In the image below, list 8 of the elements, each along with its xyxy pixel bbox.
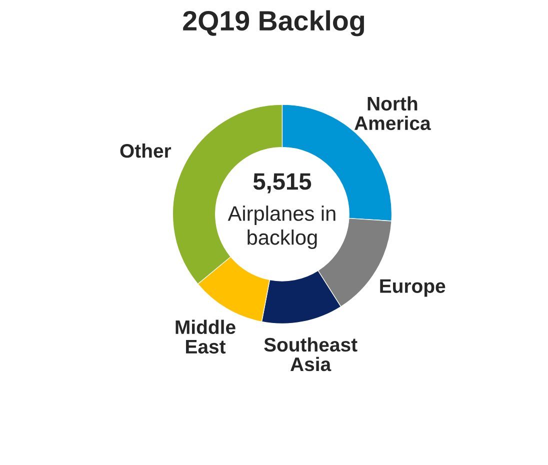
slice-label: Europe bbox=[380, 279, 446, 297]
text: Airplanes in backlog bbox=[228, 206, 336, 249]
slice-label: Other bbox=[120, 143, 172, 158]
chart-title: 2Q19 Backlog bbox=[183, 10, 364, 36]
slice-label: North America bbox=[354, 96, 431, 130]
slice-label: Middle East bbox=[176, 320, 236, 354]
text: 5,515 bbox=[253, 173, 312, 194]
slice-label: Southeast Asia bbox=[264, 337, 358, 372]
